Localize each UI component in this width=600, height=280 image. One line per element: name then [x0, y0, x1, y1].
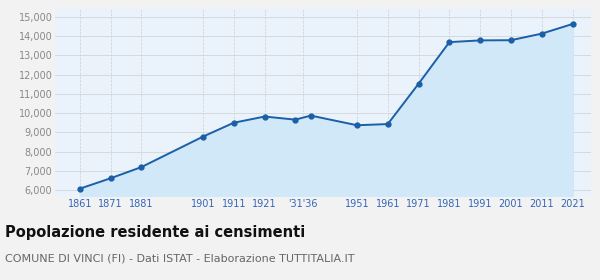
Text: COMUNE DI VINCI (FI) - Dati ISTAT - Elaborazione TUTTITALIA.IT: COMUNE DI VINCI (FI) - Dati ISTAT - Elab…: [5, 253, 354, 263]
Text: Popolazione residente ai censimenti: Popolazione residente ai censimenti: [5, 225, 305, 241]
